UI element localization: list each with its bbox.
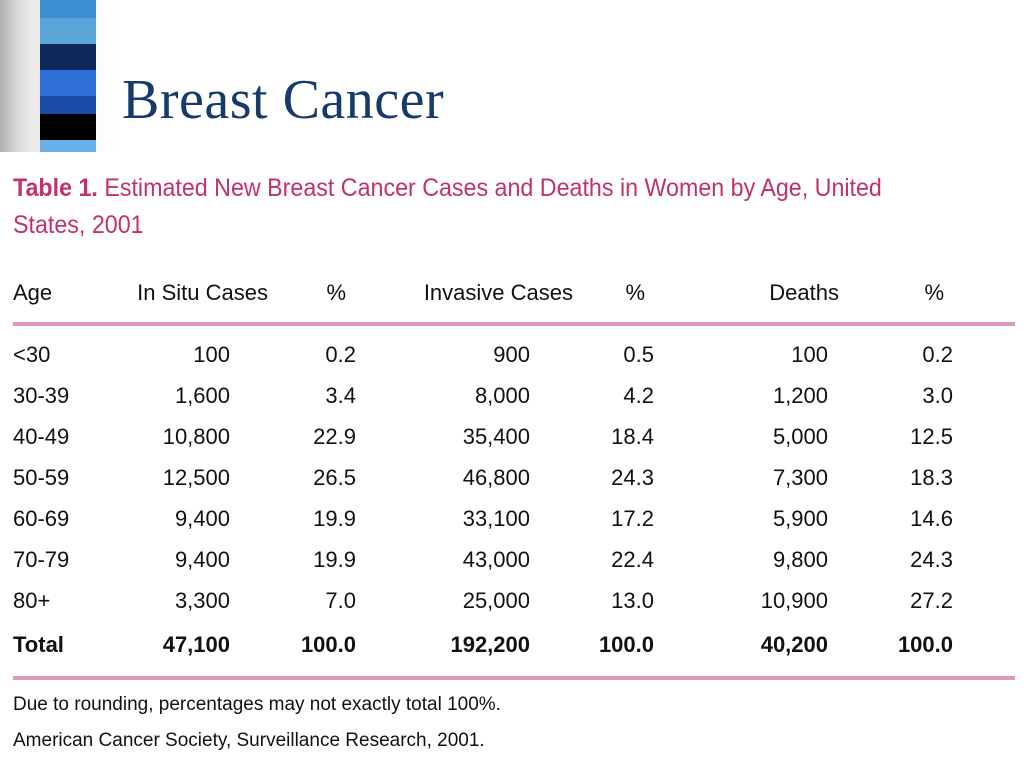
table-caption-text: Estimated New Breast Cancer Cases and De… [13,174,882,239]
total-cell-invasive-pct: 100.0 [598,632,654,657]
cell-age: 80+ [13,588,51,613]
column-header-in-situ-pct: % [326,280,346,305]
cell-invasive-cases: 25,000 [462,588,530,613]
cell-invasive-pct: 13.0 [611,588,654,613]
cell-age: 30-39 [13,383,70,408]
decorative-color-block [40,0,96,18]
cell-deaths-pct: 0.2 [922,342,953,367]
total-cell-in-situ-pct: 100.0 [300,632,356,657]
cell-deaths: 5,000 [772,424,828,449]
cell-age: 60-69 [13,506,70,531]
cell-deaths-pct: 12.5 [910,424,953,449]
cell-in-situ-cases: 10,800 [162,424,230,449]
cell-invasive-pct: 4.2 [623,383,654,408]
cell-deaths-pct: 27.2 [910,588,953,613]
cell-in-situ-cases: 1,600 [174,383,230,408]
cell-in-situ-pct: 19.9 [313,506,356,531]
cell-invasive-pct: 0.5 [623,342,654,367]
cell-invasive-pct: 22.4 [611,547,654,572]
cell-invasive-cases: 43,000 [462,547,530,572]
cell-invasive-pct: 24.3 [611,465,654,490]
table-caption-label: Table 1. [13,174,98,202]
cell-invasive-cases: 35,400 [462,424,530,449]
cell-in-situ-pct: 0.2 [325,342,356,367]
cell-invasive-cases: 46,800 [462,465,530,490]
column-header-in-situ-cases: In Situ Cases [137,280,268,305]
total-cell-in-situ-cases: 47,100 [162,632,230,657]
cell-invasive-cases: 33,100 [462,506,530,531]
cell-invasive-cases: 8,000 [474,383,530,408]
total-cell-deaths-pct: 100.0 [897,632,953,657]
slide-title: Breast Cancer [122,69,445,131]
cell-invasive-pct: 17.2 [611,506,654,531]
total-cell-deaths: 40,200 [760,632,828,657]
column-header-invasive-pct: % [625,280,645,305]
cell-in-situ-cases: 3,300 [174,588,230,613]
cell-age: 50-59 [13,465,70,490]
column-header-age: Age [13,280,53,305]
total-cell-age: Total [13,632,64,657]
cell-deaths: 100 [791,342,828,367]
cell-in-situ-cases: 9,400 [174,506,230,531]
cell-deaths: 5,900 [772,506,828,531]
cell-in-situ-pct: 26.5 [313,465,356,490]
decorative-color-block [40,18,96,44]
cell-age: 40-49 [13,424,70,449]
cell-age: 70-79 [13,547,70,572]
cell-in-situ-pct: 19.9 [313,547,356,572]
decorative-color-stack [40,0,96,152]
cell-deaths: 1,200 [772,383,828,408]
column-header-invasive-cases: Invasive Cases [423,280,573,305]
cell-deaths-pct: 3.0 [922,383,953,408]
source-footnote: American Cancer Society, Surveillance Re… [13,730,485,751]
table-figure: Table 1. Estimated New Breast Cancer Cas… [0,152,1024,768]
cell-deaths-pct: 24.3 [910,547,953,572]
cell-deaths: 10,900 [760,588,828,613]
cell-deaths: 9,800 [772,547,828,572]
decorative-color-block [40,44,96,70]
cell-deaths: 7,300 [772,465,828,490]
table-caption: Table 1. Estimated New Breast Cancer Cas… [13,170,934,244]
cell-in-situ-cases: 12,500 [162,465,230,490]
data-table: Age In Situ Cases% Invasive Cases% Deaths% <… [0,152,1024,768]
cell-in-situ-cases: 100 [193,342,230,367]
cell-in-situ-cases: 9,400 [174,547,230,572]
cell-deaths-pct: 18.3 [910,465,953,490]
decorative-color-block [40,140,96,152]
header-rule [13,322,1015,326]
decorative-color-block [40,96,96,114]
rounding-footnote: Due to rounding, percentages may not exa… [13,694,501,715]
cell-in-situ-pct: 22.9 [313,424,356,449]
column-header-deaths-pct: % [924,280,944,305]
cell-deaths-pct: 14.6 [910,506,953,531]
footer-rule [13,676,1015,680]
total-cell-invasive-cases: 192,200 [450,632,530,657]
cell-in-situ-pct: 3.4 [325,383,356,408]
decorative-color-block [40,70,96,96]
cell-age: <30 [13,342,51,367]
cell-in-situ-pct: 7.0 [325,588,356,613]
decorative-color-block [40,114,96,140]
cell-invasive-cases: 900 [493,342,530,367]
column-header-deaths: Deaths [769,280,839,305]
cell-invasive-pct: 18.4 [611,424,654,449]
